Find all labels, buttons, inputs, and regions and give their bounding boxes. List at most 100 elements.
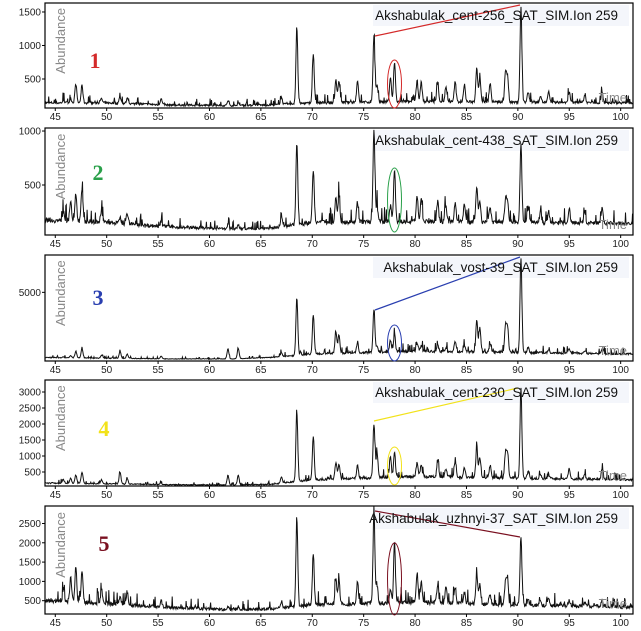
x-tick-label: 75 [358,490,370,501]
y-tick-label: 2000 [19,419,42,430]
y-axis-label: Abundance [53,385,68,451]
x-tick-label: 75 [358,112,370,123]
x-tick-label: 90 [512,618,524,629]
chart-title: Akshabulak_cent-230_SAT_SIM.Ion 259 [375,385,618,400]
x-tick-label: 95 [564,112,576,123]
x-tick-label: 55 [153,618,165,629]
x-tick-label: 45 [50,490,62,501]
y-axis-label: Abundance [53,8,68,74]
x-tick-label: 50 [101,239,113,250]
x-tick-label: 65 [255,365,267,376]
x-tick-label: 65 [255,112,267,123]
plot-frame [44,127,634,236]
x-tick-label: 70 [307,239,319,250]
chart-panel-5: 500 1000 1500 2000 2500 45 50 55 60 65 70 75 80 85 90 9… [19,505,634,629]
panel-number-label: 5 [99,531,110,556]
x-tick-label: 85 [461,365,473,376]
title-box [373,508,629,529]
x-tick-label: 100 [612,239,629,250]
chart-panel-4: 500 1000 1500 2000 2500 3000 45 50 55 60 65 70 75 80 8… [19,379,634,501]
x-tick-label: 50 [101,112,113,123]
x-tick-label: 80 [410,618,422,629]
x-tick-label: 75 [358,618,370,629]
x-tick-label: 90 [512,365,524,376]
x-tick-label: 85 [461,112,473,123]
x-tick-label: 75 [358,239,370,250]
y-tick-label: 1500 [19,435,42,446]
x-axis-label: Time [599,468,627,483]
x-tick-label: 100 [612,490,629,501]
signal-trace [45,129,633,232]
chart-title: Akshabulak_cent-256_SAT_SIM.Ion 259 [375,8,618,23]
highlight-ellipse [387,59,403,109]
x-tick-label: 75 [358,365,370,376]
chart-panel-2: 500 1000 45 50 55 60 65 70 75 80 85 90 95 100 Abundanc… [19,127,634,250]
x-tick-label: 60 [204,239,216,250]
highlight-ellipse [387,167,403,233]
x-tick-label: 90 [512,112,524,123]
y-axis-label: Abundance [53,134,68,200]
x-tick-label: 100 [612,365,629,376]
chart-title: Akshabulak_uzhnyi-37_SAT_SIM.Ion 259 [369,511,618,526]
x-tick-label: 70 [307,365,319,376]
x-tick-label: 85 [461,239,473,250]
y-axis-label: Abundance [53,260,68,326]
x-tick-label: 95 [564,490,576,501]
x-tick-label: 45 [50,365,62,376]
x-tick-label: 45 [50,618,62,629]
y-tick-label: 2000 [19,538,42,549]
x-axis-label: Time [599,217,627,232]
x-tick-label: 70 [307,490,319,501]
y-axis-label: Abundance [53,512,68,578]
x-tick-label: 60 [204,365,216,376]
x-tick-label: 65 [255,239,267,250]
x-tick-label: 90 [512,239,524,250]
plot-frame [44,379,634,487]
highlight-ellipse [387,542,403,616]
x-tick-label: 95 [564,239,576,250]
connector-line [373,387,519,422]
x-tick-label: 85 [461,618,473,629]
x-tick-label: 60 [204,112,216,123]
x-tick-label: 55 [153,239,165,250]
x-tick-label: 80 [410,112,422,123]
y-tick-label: 3000 [19,387,42,398]
x-tick-label: 55 [153,365,165,376]
y-tick-label: 5000 [19,288,42,299]
x-axis-label: Time [599,90,627,105]
signal-trace [45,258,633,361]
y-tick-label: 1000 [19,577,42,588]
x-tick-label: 100 [612,618,629,629]
x-tick-label: 70 [307,112,319,123]
y-tick-label: 500 [24,181,41,192]
x-tick-label: 55 [153,490,165,501]
y-tick-label: 2500 [19,519,42,530]
y-tick-label: 500 [24,467,41,478]
x-tick-label: 90 [512,490,524,501]
y-tick-label: 1500 [19,558,42,569]
x-tick-label: 65 [255,618,267,629]
title-box [373,5,629,26]
x-axis-label: Time [599,343,627,358]
connector-line [374,256,521,311]
plot-frame [44,254,634,362]
signal-trace [45,506,633,613]
x-tick-label: 50 [101,490,113,501]
y-tick-label: 2500 [19,403,42,414]
chart-panel-3: 5000 45 50 55 60 65 70 75 80 85 90 95 100 Abundance Ti… [19,254,634,376]
signal-trace [45,6,633,108]
x-tick-label: 80 [410,239,422,250]
highlight-ellipse [387,446,403,486]
panel-number-label: 4 [99,416,110,441]
x-tick-label: 50 [101,365,113,376]
x-tick-label: 60 [204,618,216,629]
x-tick-label: 65 [255,490,267,501]
panel-number-label: 2 [93,160,104,185]
chart-title: Akshabulak_cent-438_SAT_SIM.Ion 259 [375,133,618,148]
x-tick-label: 95 [564,618,576,629]
x-tick-label: 80 [410,490,422,501]
panel-number-label: 1 [90,48,101,73]
plot-frame [44,2,634,109]
x-tick-label: 95 [564,365,576,376]
